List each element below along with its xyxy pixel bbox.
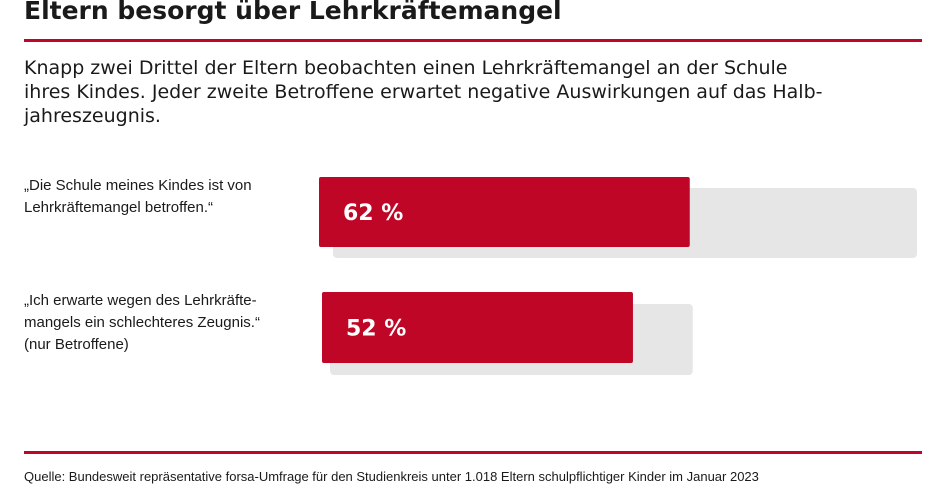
chart-subtitle: Knapp zwei Drittel der Eltern beobachten… xyxy=(24,56,884,128)
category-label-line: mangels ein schlechteres Zeugnis.“ xyxy=(24,314,260,331)
chart-title: Eltern besorgt über Lehrkräftemangel xyxy=(24,0,562,25)
source-divider xyxy=(24,451,922,454)
bar-value-label: 52 % xyxy=(346,317,406,342)
category-label-line: (nur Betroffene) xyxy=(24,336,129,353)
subtitle-line: Knapp zwei Drittel der Eltern beobachten… xyxy=(24,57,788,79)
subtitle-line: jahreszeugnis. xyxy=(24,105,161,127)
category-label-line: „Ich erwarte wegen des Lehrkräfte- xyxy=(24,292,257,309)
title-divider xyxy=(24,39,922,42)
bar xyxy=(322,292,633,363)
source-note: Quelle: Bundesweit repräsentative forsa-… xyxy=(24,469,759,484)
category-label-school-affected: „Die Schule meines Kindes ist von Lehrkr… xyxy=(24,175,252,219)
category-label-worse-grades: „Ich erwarte wegen des Lehrkräfte- mange… xyxy=(24,290,260,356)
category-label-line: Lehrkräftemangel betroffen.“ xyxy=(24,199,214,216)
category-label-line: „Die Schule meines Kindes ist von xyxy=(24,177,252,194)
subtitle-line: ihres Kindes. Jeder zweite Betroffene er… xyxy=(24,81,823,103)
bar xyxy=(319,177,690,247)
bar-value-label: 62 % xyxy=(343,201,403,226)
